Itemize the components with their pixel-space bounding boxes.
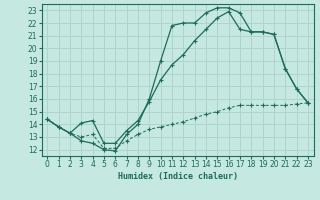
X-axis label: Humidex (Indice chaleur): Humidex (Indice chaleur)	[118, 172, 237, 181]
